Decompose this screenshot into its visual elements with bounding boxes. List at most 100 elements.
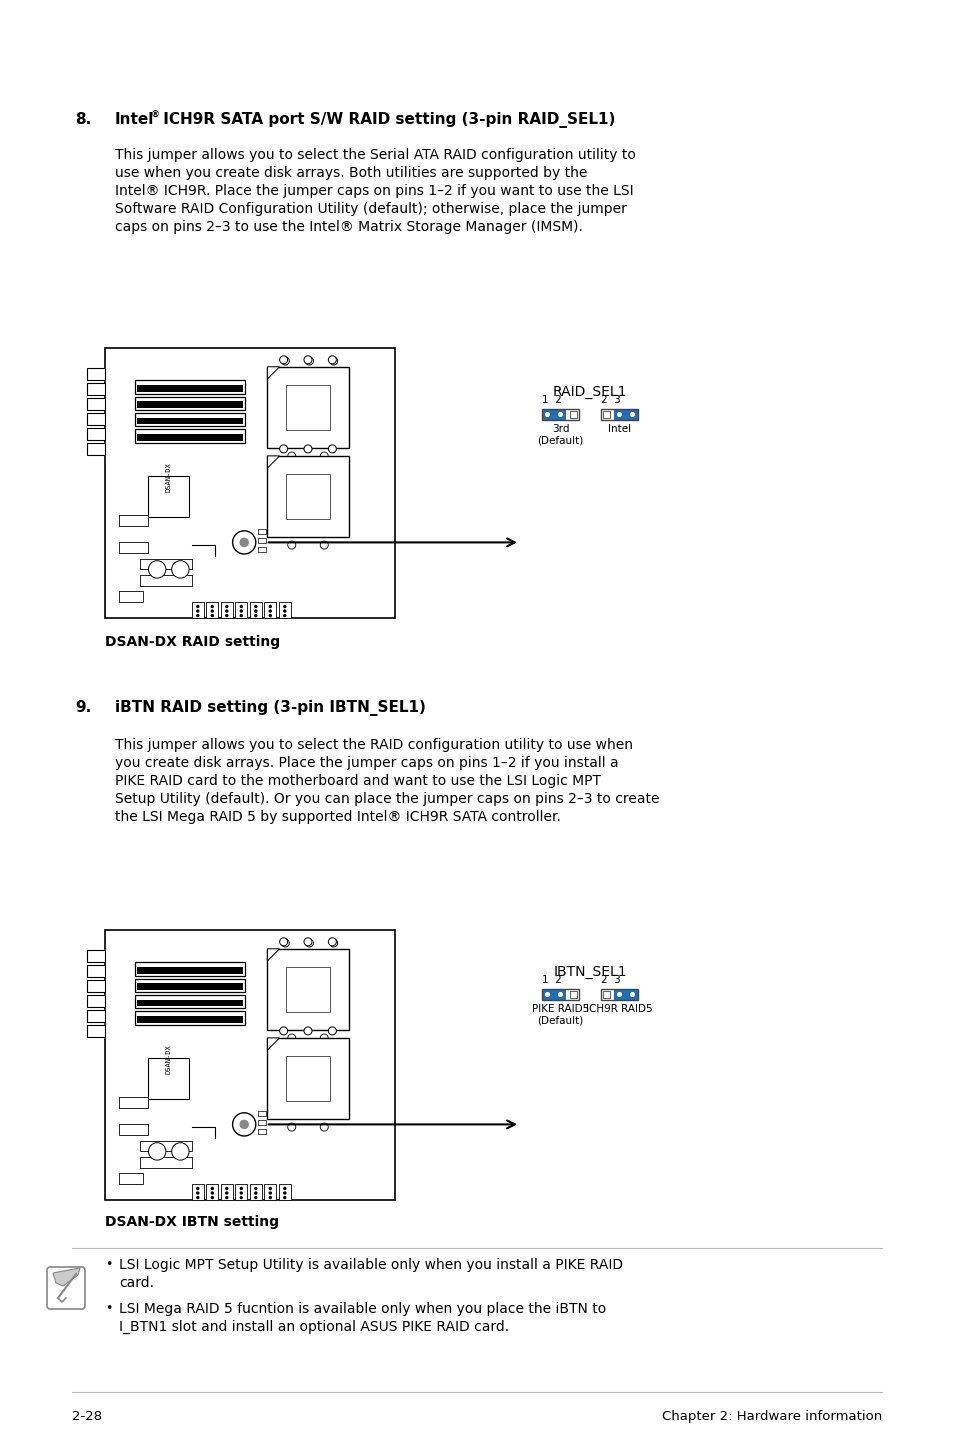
FancyBboxPatch shape bbox=[47, 1267, 85, 1309]
Text: •: • bbox=[105, 1258, 112, 1271]
Text: RAID_SEL1: RAID_SEL1 bbox=[552, 385, 626, 398]
Circle shape bbox=[617, 992, 620, 997]
Text: PIKE RAID card to the motherboard and want to use the LSI Logic MPT: PIKE RAID card to the motherboard and wa… bbox=[115, 774, 600, 788]
Text: Software RAID Configuration Utility (default); otherwise, place the jumper: Software RAID Configuration Utility (def… bbox=[115, 201, 626, 216]
Bar bbox=[267, 367, 348, 449]
Bar bbox=[257, 1129, 266, 1135]
Bar bbox=[140, 1156, 192, 1168]
Bar bbox=[87, 443, 105, 454]
Circle shape bbox=[630, 413, 634, 416]
Bar bbox=[149, 1058, 189, 1099]
Circle shape bbox=[288, 1034, 295, 1043]
Bar bbox=[87, 429, 105, 440]
Bar bbox=[140, 1140, 192, 1152]
Circle shape bbox=[269, 610, 271, 613]
Bar bbox=[600, 989, 638, 999]
Text: This jumper allows you to select the RAID configuration utility to use when: This jumper allows you to select the RAI… bbox=[115, 738, 633, 752]
Bar bbox=[135, 413, 245, 426]
Bar bbox=[285, 475, 330, 519]
Polygon shape bbox=[267, 456, 279, 469]
Bar bbox=[221, 1183, 233, 1199]
Bar bbox=[250, 1183, 261, 1199]
Circle shape bbox=[226, 1192, 228, 1194]
Bar bbox=[105, 348, 395, 618]
Circle shape bbox=[240, 610, 242, 613]
Circle shape bbox=[226, 610, 228, 613]
Circle shape bbox=[254, 610, 256, 613]
Circle shape bbox=[269, 614, 271, 617]
Text: the LSI Mega RAID 5 by supported Intel® ICH9R SATA controller.: the LSI Mega RAID 5 by supported Intel® … bbox=[115, 810, 560, 824]
Bar bbox=[602, 411, 609, 418]
Bar bbox=[600, 408, 638, 420]
Circle shape bbox=[233, 531, 255, 554]
Bar bbox=[267, 949, 348, 1030]
Bar bbox=[87, 398, 105, 410]
Bar bbox=[140, 575, 192, 585]
Circle shape bbox=[196, 1196, 198, 1198]
Circle shape bbox=[304, 444, 312, 453]
Bar bbox=[250, 601, 261, 618]
Circle shape bbox=[172, 1143, 189, 1160]
Circle shape bbox=[269, 1188, 271, 1189]
Circle shape bbox=[288, 1123, 295, 1132]
Bar bbox=[137, 968, 243, 974]
Circle shape bbox=[149, 561, 166, 578]
Text: use when you create disk arrays. Both utilities are supported by the: use when you create disk arrays. Both ut… bbox=[115, 165, 587, 180]
Bar bbox=[135, 995, 245, 1008]
Circle shape bbox=[211, 605, 213, 607]
Circle shape bbox=[211, 1192, 213, 1194]
Bar bbox=[267, 456, 348, 538]
Circle shape bbox=[330, 357, 337, 365]
Bar bbox=[135, 381, 245, 394]
Bar bbox=[137, 401, 243, 408]
Text: Chapter 2: Hardware information: Chapter 2: Hardware information bbox=[661, 1411, 882, 1424]
Text: DSAN-DX IBTN setting: DSAN-DX IBTN setting bbox=[105, 1215, 278, 1229]
Circle shape bbox=[283, 605, 286, 607]
Text: card.: card. bbox=[119, 1276, 153, 1290]
Text: you create disk arrays. Place the jumper caps on pins 1–2 if you install a: you create disk arrays. Place the jumper… bbox=[115, 756, 618, 769]
Bar bbox=[278, 601, 291, 618]
Circle shape bbox=[254, 1196, 256, 1198]
Bar bbox=[569, 411, 577, 418]
Circle shape bbox=[254, 614, 256, 617]
Circle shape bbox=[240, 1192, 242, 1194]
Bar bbox=[87, 383, 105, 395]
Bar bbox=[135, 397, 245, 410]
Text: ®: ® bbox=[151, 111, 160, 119]
Circle shape bbox=[283, 1196, 286, 1198]
Circle shape bbox=[305, 939, 314, 948]
Text: caps on pins 2–3 to use the Intel® Matrix Storage Manager (IMSM).: caps on pins 2–3 to use the Intel® Matri… bbox=[115, 220, 582, 234]
Circle shape bbox=[254, 1188, 256, 1189]
Circle shape bbox=[240, 614, 242, 617]
Bar bbox=[105, 930, 395, 1199]
Circle shape bbox=[211, 1188, 213, 1189]
Text: •: • bbox=[105, 1301, 112, 1314]
Circle shape bbox=[545, 992, 549, 997]
Bar bbox=[285, 1055, 330, 1102]
Bar bbox=[285, 968, 330, 1012]
Bar bbox=[602, 991, 609, 998]
Circle shape bbox=[196, 610, 198, 613]
Circle shape bbox=[279, 938, 288, 946]
Bar bbox=[119, 1125, 149, 1135]
Text: I_BTN1 slot and install an optional ASUS PIKE RAID card.: I_BTN1 slot and install an optional ASUS… bbox=[119, 1320, 509, 1334]
Bar bbox=[87, 368, 105, 380]
Text: IBTN_SEL1: IBTN_SEL1 bbox=[553, 965, 626, 979]
Bar bbox=[267, 1038, 348, 1119]
Bar bbox=[257, 529, 266, 533]
Circle shape bbox=[545, 413, 549, 416]
Circle shape bbox=[304, 355, 312, 364]
Circle shape bbox=[240, 1120, 248, 1129]
Text: DSAN-DX: DSAN-DX bbox=[166, 1045, 172, 1074]
Text: 1  2: 1 2 bbox=[541, 395, 561, 406]
Bar bbox=[119, 515, 149, 526]
Bar bbox=[264, 1183, 275, 1199]
Bar bbox=[257, 1120, 266, 1125]
Bar bbox=[87, 995, 105, 1007]
Circle shape bbox=[328, 938, 336, 946]
Circle shape bbox=[328, 355, 336, 364]
Bar bbox=[135, 429, 245, 443]
Circle shape bbox=[305, 357, 314, 365]
Bar bbox=[119, 542, 149, 554]
Bar bbox=[137, 1015, 243, 1022]
